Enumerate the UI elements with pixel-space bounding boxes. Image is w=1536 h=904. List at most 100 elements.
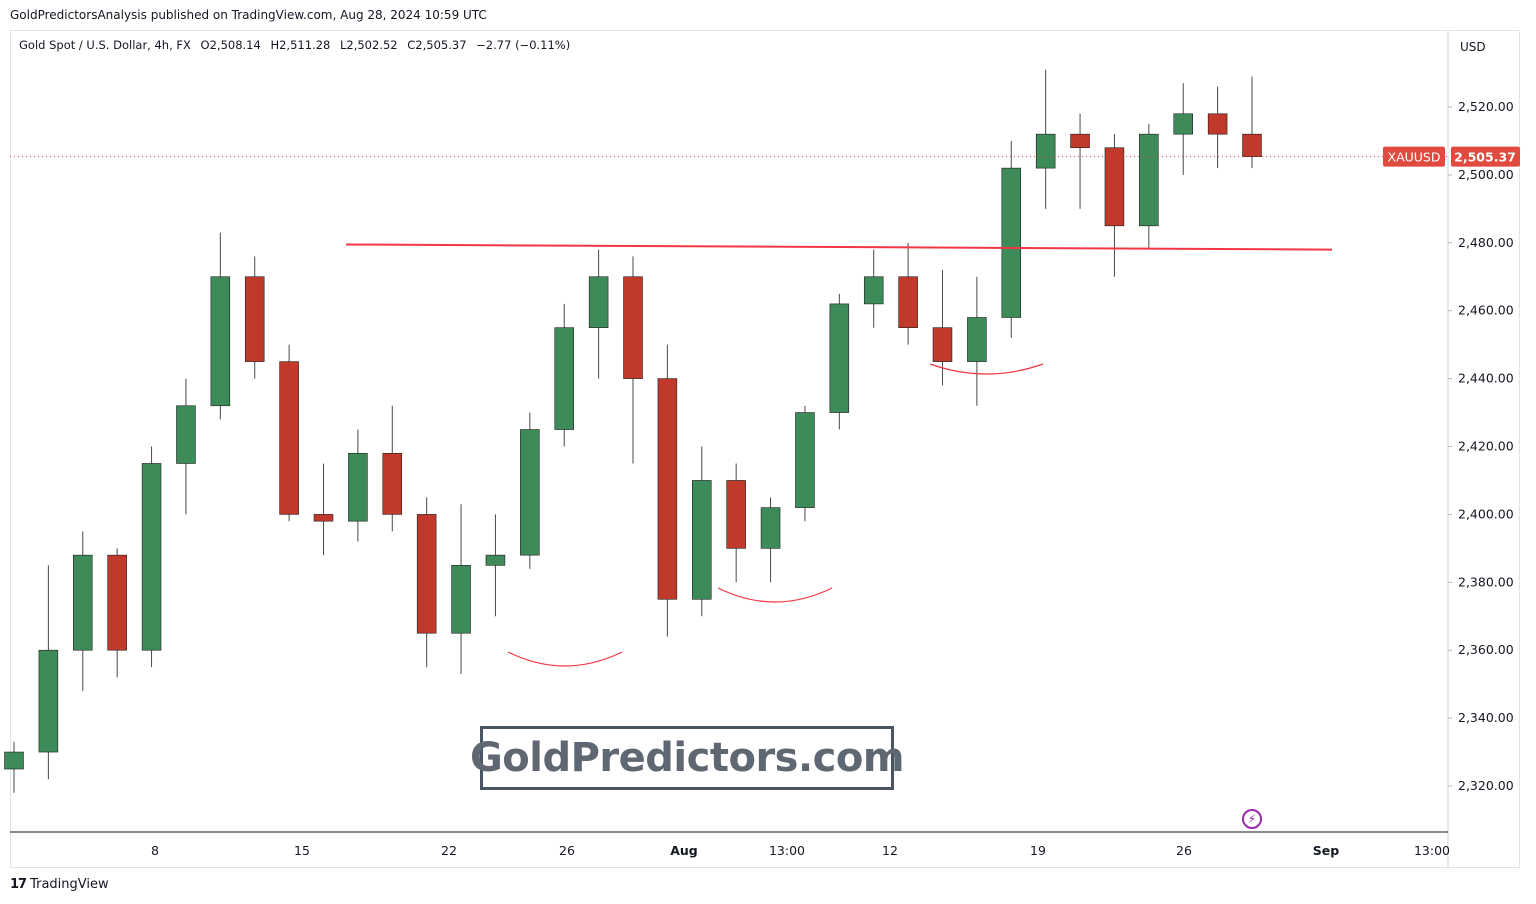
resistance-line — [345, 243, 1333, 251]
last-price-tag — [1451, 146, 1520, 167]
candle-body — [795, 412, 815, 508]
y-tick-label: 2,460.00 — [1458, 303, 1514, 318]
candle — [279, 344, 299, 522]
candle-body — [520, 429, 540, 556]
candle — [1035, 69, 1056, 209]
x-tick-label: 26 — [1176, 843, 1192, 858]
tradingview-brand: TradingView — [30, 877, 109, 892]
candle — [38, 565, 59, 780]
candle-body — [760, 507, 781, 549]
candle-body — [1001, 167, 1022, 318]
chart-frame — [10, 30, 1520, 868]
candle — [348, 429, 368, 542]
candle-body — [1104, 147, 1125, 227]
symbol-tag — [1383, 146, 1445, 167]
publisher-line: GoldPredictorsAnalysis published on Trad… — [10, 8, 487, 22]
candle — [416, 497, 437, 668]
candle-body — [932, 327, 953, 362]
candle — [554, 303, 574, 447]
candle-body — [1207, 113, 1228, 135]
candle — [795, 405, 815, 522]
candle — [760, 497, 781, 583]
watermark: GoldPredictors.com — [470, 726, 905, 790]
candle-body — [382, 452, 403, 515]
candle-body — [1035, 133, 1056, 169]
candle-body — [1139, 133, 1159, 227]
candle-body — [898, 276, 918, 328]
candle — [1139, 123, 1159, 250]
candle-body — [1070, 133, 1090, 149]
symbol-legend: Gold Spot / U.S. Dollar, 4h, FX O2,508.1… — [19, 38, 570, 52]
candle-body — [1242, 133, 1262, 157]
candle — [4, 741, 24, 793]
candle — [1070, 113, 1090, 209]
y-tick-label: 2,320.00 — [1458, 778, 1514, 793]
high-value: H2,511.28 — [270, 38, 331, 52]
y-tick-label: 2,380.00 — [1458, 574, 1514, 589]
candle-body — [588, 276, 609, 328]
change-value: −2.77 (−0.11%) — [476, 38, 571, 52]
candle — [967, 276, 987, 406]
candle-body — [485, 554, 506, 566]
candle-body — [967, 317, 987, 362]
candle — [829, 293, 850, 430]
candle — [176, 378, 196, 515]
candle-body — [863, 276, 884, 305]
y-tick-label: 2,440.00 — [1458, 371, 1514, 386]
candle — [210, 232, 231, 420]
candles — [4, 69, 1262, 793]
candle — [485, 514, 506, 617]
x-tick-label: 8 — [151, 843, 159, 858]
candle — [1001, 140, 1022, 338]
candle — [1242, 76, 1262, 169]
candle-body — [416, 514, 437, 634]
candle — [726, 463, 746, 583]
candle-body — [313, 514, 334, 522]
candle-body — [73, 554, 93, 651]
x-tick-label: 15 — [294, 843, 310, 858]
x-tick-label: 12 — [882, 843, 898, 858]
candle — [520, 412, 540, 569]
candle-body — [829, 303, 850, 413]
lightning-bolt-icon[interactable]: ⚡ — [1242, 809, 1262, 829]
x-tick-label: 22 — [441, 843, 457, 858]
x-tick-label: 19 — [1030, 843, 1046, 858]
candle — [141, 446, 162, 668]
candle — [692, 446, 712, 617]
candle — [1173, 83, 1193, 175]
x-tick-label: Sep — [1313, 843, 1339, 858]
bottom-arc-1 — [507, 651, 623, 667]
candle-body — [348, 452, 368, 522]
candle-body — [1173, 113, 1193, 135]
y-tick-label: 2,480.00 — [1458, 235, 1514, 250]
bottom-arc-2 — [717, 587, 833, 603]
candle — [107, 548, 127, 678]
candle — [313, 463, 334, 556]
y-tick-label: 2,520.00 — [1458, 99, 1514, 114]
candle-body — [4, 751, 24, 770]
candle — [898, 242, 918, 345]
candle-body — [623, 276, 643, 379]
y-tick-label: 2,500.00 — [1458, 167, 1514, 182]
candle — [451, 504, 471, 674]
y-tick-label: 2,340.00 — [1458, 710, 1514, 725]
tradingview-logo-icon: 17 — [10, 877, 27, 892]
x-tick-label: 13:00 — [769, 843, 805, 858]
candle — [863, 249, 884, 328]
candle-body — [107, 554, 127, 651]
low-value: L2,502.52 — [339, 38, 398, 52]
candle-body — [176, 405, 196, 464]
bottom-arc-3 — [929, 363, 1044, 375]
candle-body — [38, 649, 59, 753]
candle-body — [692, 480, 712, 600]
open-value: O2,508.14 — [200, 38, 261, 52]
candle-body — [141, 463, 162, 651]
axes: 2,320.00 2,340.00 2,360.00 2,380.00 2,400.00… — [10, 30, 1514, 868]
candle-body — [554, 327, 574, 430]
currency-selector[interactable]: USD — [1460, 40, 1486, 54]
tradingview-logo[interactable]: 17 TradingView — [10, 877, 109, 892]
x-tick-label: Aug — [670, 843, 698, 858]
candle — [657, 344, 678, 637]
candle — [623, 256, 643, 464]
